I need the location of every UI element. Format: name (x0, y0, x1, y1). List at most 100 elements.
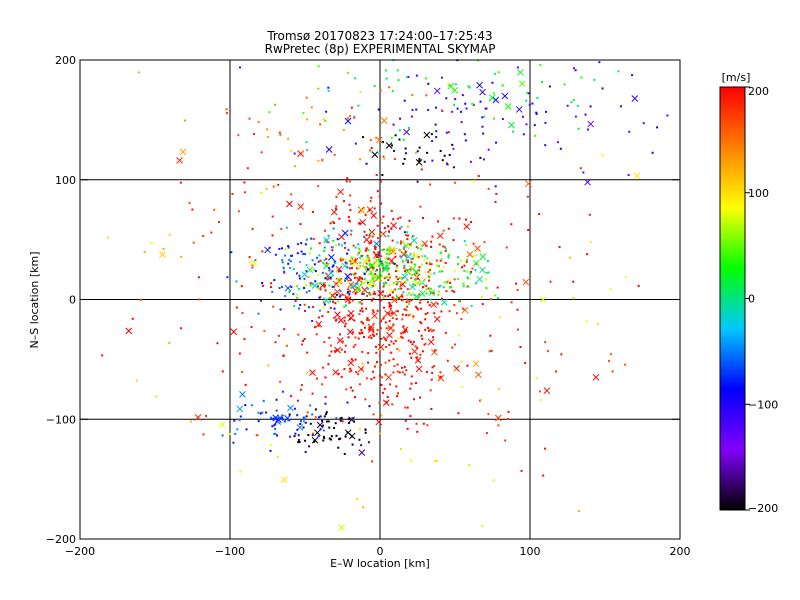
data-point (350, 369, 353, 372)
data-point (228, 432, 231, 435)
data-point (274, 103, 277, 106)
data-point (367, 336, 370, 339)
data-point (376, 275, 379, 278)
data-point (444, 261, 447, 264)
data-point (365, 262, 368, 265)
data-point (385, 339, 388, 342)
data-point (317, 416, 320, 419)
data-point (404, 250, 407, 253)
data-point (323, 284, 326, 287)
data-point (341, 258, 344, 261)
data-point-x (348, 416, 355, 424)
data-point (313, 440, 316, 443)
data-point (366, 260, 369, 263)
data-point (155, 395, 158, 398)
data-point (417, 282, 420, 285)
data-point (377, 251, 380, 254)
data-point (574, 69, 577, 72)
data-point (308, 445, 311, 448)
data-point (624, 363, 627, 366)
data-point (374, 136, 377, 139)
data-point (308, 306, 311, 309)
data-point-x (344, 117, 352, 125)
data-point (168, 233, 171, 236)
data-point-x (272, 414, 279, 422)
data-point (398, 371, 401, 374)
data-point (363, 326, 366, 329)
data-point (393, 157, 396, 160)
data-point (184, 119, 187, 122)
data-point (244, 191, 247, 194)
data-point (494, 200, 497, 203)
data-point (391, 90, 394, 93)
data-point (375, 362, 378, 365)
data-point-x (368, 228, 376, 236)
data-point (345, 252, 348, 255)
data-point (361, 332, 364, 335)
data-point (440, 310, 443, 313)
data-point (535, 377, 538, 380)
data-point (383, 157, 386, 160)
data-point-x (515, 106, 523, 113)
data-point (451, 110, 454, 113)
data-point (651, 151, 654, 154)
data-point (334, 302, 337, 305)
data-point (392, 323, 395, 326)
data-point (265, 187, 268, 190)
data-point-x (410, 237, 418, 244)
data-point-x (403, 268, 411, 275)
data-point (382, 336, 385, 339)
data-point (433, 364, 436, 367)
data-point (257, 312, 260, 315)
data-point (586, 128, 589, 131)
data-point (544, 341, 547, 344)
data-point (463, 240, 466, 243)
data-point (415, 151, 418, 154)
data-point (333, 350, 336, 353)
data-point (377, 264, 380, 267)
data-point (280, 285, 283, 288)
data-point (467, 85, 470, 88)
data-point (403, 157, 406, 160)
data-point (385, 327, 388, 330)
data-point (311, 283, 314, 286)
data-point-x (336, 337, 344, 344)
data-point (351, 263, 354, 266)
data-point-x (336, 279, 343, 286)
data-point (339, 419, 342, 422)
data-point (279, 308, 282, 311)
data-point (278, 247, 281, 250)
data-point-x (543, 387, 551, 394)
data-point (262, 399, 265, 402)
data-point-x (358, 207, 366, 214)
data-point (481, 524, 484, 527)
data-point (402, 331, 405, 334)
data-point (388, 262, 391, 265)
data-point (340, 375, 343, 378)
data-point (303, 277, 306, 280)
data-point (276, 434, 279, 437)
data-point (360, 302, 363, 305)
data-point (314, 408, 317, 411)
data-point (327, 420, 330, 423)
data-point (405, 301, 408, 304)
data-point (381, 221, 384, 224)
data-point (344, 279, 347, 282)
data-point (312, 237, 315, 240)
data-point (395, 297, 398, 300)
data-point-x (347, 310, 355, 317)
data-point-x (371, 260, 379, 267)
data-point (380, 414, 383, 417)
data-point (582, 171, 585, 174)
data-point (358, 428, 361, 431)
data-point-x (427, 338, 435, 346)
data-point (419, 353, 422, 356)
data-point (411, 343, 414, 346)
data-point (448, 286, 451, 289)
data-point (435, 106, 438, 109)
data-point-x (361, 286, 369, 294)
data-point (485, 432, 488, 435)
data-point (403, 365, 406, 368)
data-point (362, 336, 365, 339)
data-point (239, 415, 242, 418)
